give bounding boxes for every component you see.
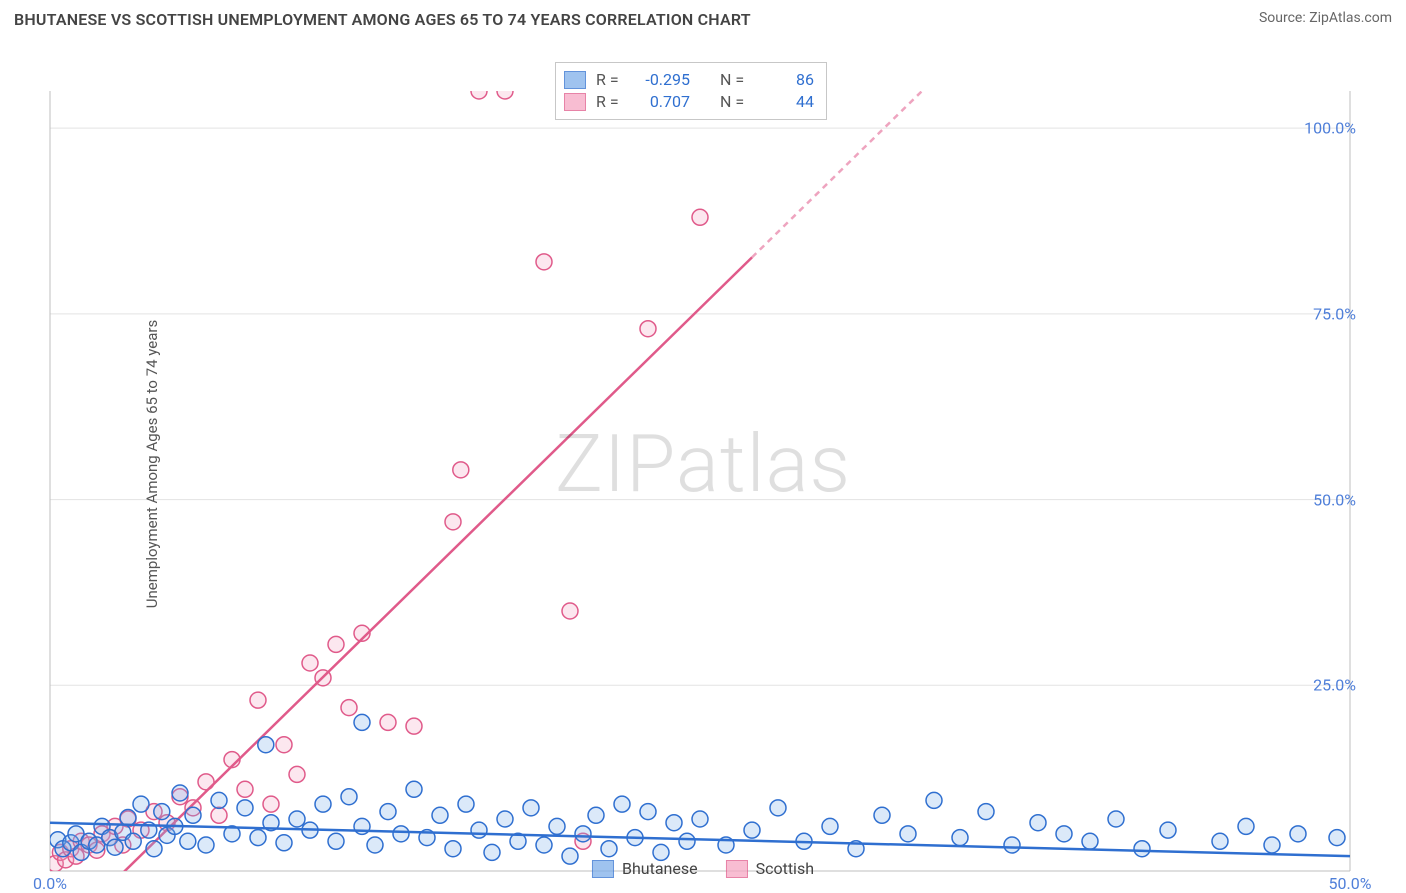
swatch-scottish bbox=[726, 860, 748, 878]
swatch-bhutanese bbox=[592, 860, 614, 878]
ytick-label: 75.0% bbox=[1313, 304, 1356, 323]
series-legend: Bhutanese Scottish bbox=[592, 859, 814, 878]
chart-area: Unemployment Among Ages 65 to 74 years Z… bbox=[0, 36, 1406, 892]
stats-legend: R = -0.295 N = 86 R = 0.707 N = 44 bbox=[555, 62, 827, 120]
ytick-label: 50.0% bbox=[1313, 490, 1356, 509]
n-label: N = bbox=[720, 69, 748, 91]
legend-row-scottish: R = 0.707 N = 44 bbox=[564, 91, 814, 113]
legend-item-bhutanese: Bhutanese bbox=[592, 859, 698, 878]
r-label: R = bbox=[596, 69, 624, 91]
legend-label-scottish: Scottish bbox=[756, 859, 814, 878]
legend-row-bhutanese: R = -0.295 N = 86 bbox=[564, 69, 814, 91]
n-label: N = bbox=[720, 91, 748, 113]
chart-title: BHUTANESE VS SCOTTISH UNEMPLOYMENT AMONG… bbox=[14, 10, 751, 29]
source-attribution: Source: ZipAtlas.com bbox=[1259, 10, 1392, 26]
ytick-label: 100.0% bbox=[1304, 119, 1356, 138]
swatch-bhutanese bbox=[564, 71, 586, 89]
n-value-bhutanese: 86 bbox=[758, 69, 814, 91]
legend-label-bhutanese: Bhutanese bbox=[622, 859, 698, 878]
scatter-plot bbox=[0, 36, 1406, 892]
legend-item-scottish: Scottish bbox=[726, 859, 814, 878]
r-value-scottish: 0.707 bbox=[634, 91, 690, 113]
swatch-scottish bbox=[564, 93, 586, 111]
xtick-label: 50.0% bbox=[1329, 874, 1372, 893]
r-label: R = bbox=[596, 91, 624, 113]
r-value-bhutanese: -0.295 bbox=[634, 69, 690, 91]
n-value-scottish: 44 bbox=[758, 91, 814, 113]
y-axis-label: Unemployment Among Ages 65 to 74 years bbox=[143, 320, 161, 608]
xtick-label: 0.0% bbox=[33, 874, 67, 893]
ytick-label: 25.0% bbox=[1313, 676, 1356, 695]
